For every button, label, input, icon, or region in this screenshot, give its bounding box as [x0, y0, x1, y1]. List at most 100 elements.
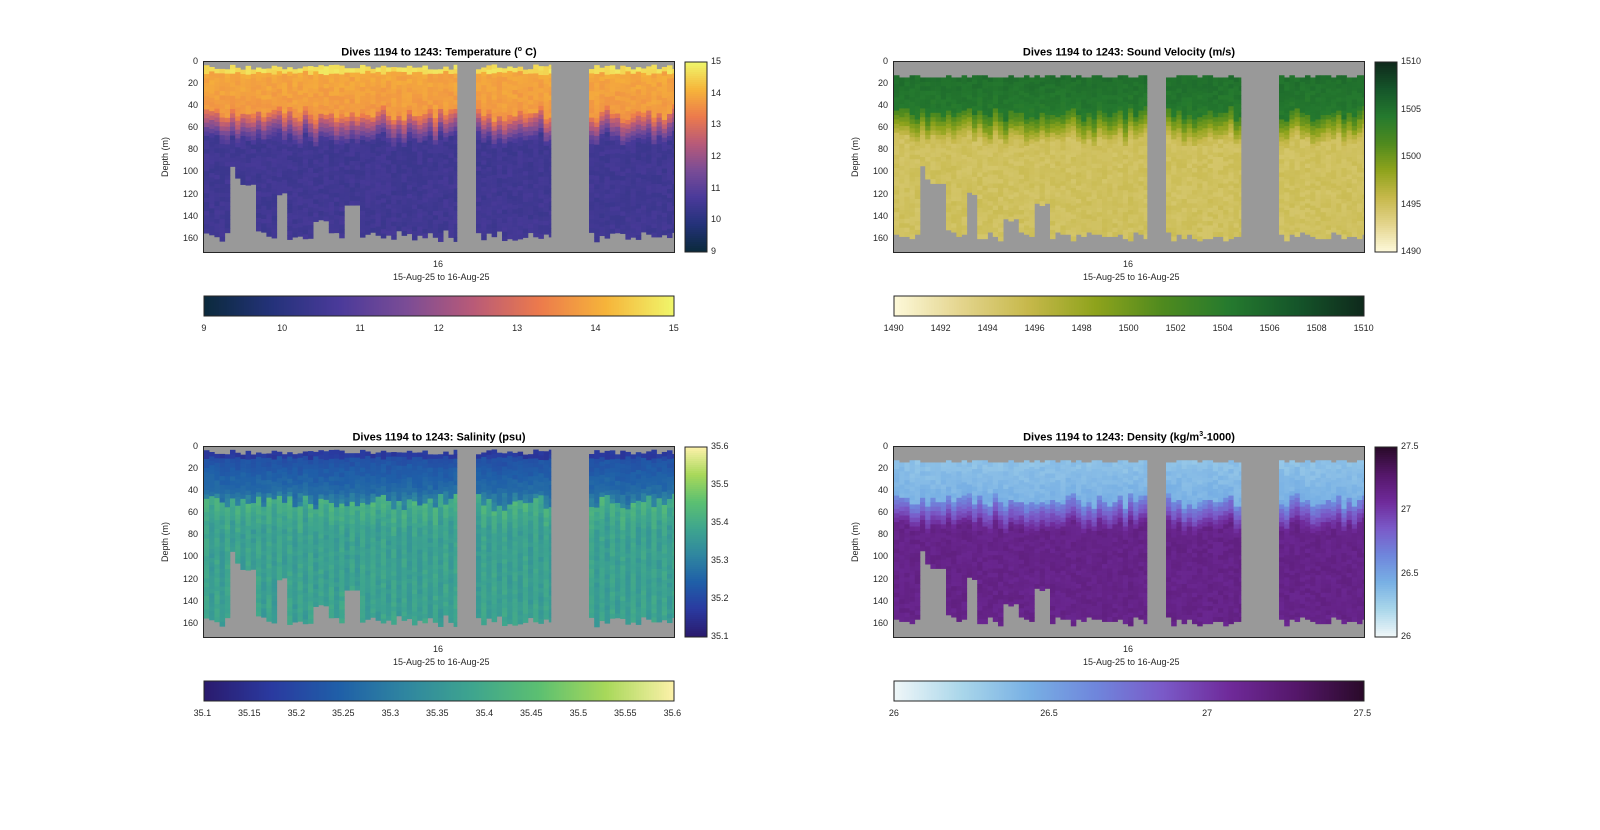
heatmap-cell: [1044, 150, 1051, 156]
heatmap-cell: [354, 90, 361, 96]
heatmap-cell: [491, 139, 498, 145]
heatmap-cell: [538, 216, 544, 222]
heatmap-cell: [261, 223, 267, 229]
colorbar-swatch: [356, 296, 360, 316]
heatmap-cell: [240, 105, 246, 110]
heatmap-cell: [512, 187, 518, 193]
heatmap-cell: [308, 123, 314, 129]
heatmap-cell: [406, 202, 413, 208]
colorbar-swatch: [409, 296, 412, 316]
heatmap-cell: [1024, 123, 1030, 129]
y-tick-label: 60: [187, 122, 198, 133]
heatmap-cell: [615, 166, 621, 172]
heatmap-cell: [1143, 88, 1148, 94]
heatmap-cell: [909, 137, 916, 142]
heatmap-cell: [615, 100, 621, 106]
heatmap-cell: [956, 134, 962, 140]
heatmap-cell: [230, 69, 236, 75]
heatmap-cell: [1076, 168, 1082, 173]
heatmap-cell: [1086, 205, 1092, 211]
heatmap-cell: [1112, 95, 1118, 100]
heatmap-cell: [528, 219, 534, 225]
heatmap-cell: [214, 183, 220, 189]
heatmap-cell: [302, 185, 309, 191]
heatmap-cell: [481, 85, 487, 90]
heatmap-cell: [297, 72, 304, 78]
heatmap-cell: [894, 97, 900, 103]
colorbar-swatch: [621, 296, 625, 316]
heatmap-cell: [266, 227, 272, 233]
heatmap-cell: [620, 83, 626, 89]
heatmap-cell: [533, 64, 539, 70]
heatmap-cell: [334, 78, 340, 83]
heatmap-cell: [360, 197, 366, 203]
heatmap-cell: [240, 158, 246, 163]
heatmap-cell: [512, 89, 518, 95]
heatmap-cell: [925, 86, 931, 92]
heatmap-cell: [491, 157, 498, 163]
heatmap-cell: [1081, 99, 1087, 105]
heatmap-cell: [930, 108, 936, 114]
heatmap-cell: [1143, 207, 1148, 213]
heatmap-cell: [992, 143, 999, 149]
heatmap-cell: [1065, 119, 1072, 125]
heatmap-cell: [370, 210, 376, 216]
heatmap-cell: [266, 192, 272, 197]
heatmap-cell: [1107, 214, 1113, 220]
heatmap-cell: [1003, 130, 1009, 136]
heatmap-cell: [224, 210, 231, 216]
heatmap-cell: [1034, 168, 1040, 173]
heatmap-cell: [1112, 210, 1118, 215]
heatmap-cell: [308, 225, 314, 230]
heatmap-cell: [961, 101, 968, 107]
heatmap-cell: [1029, 210, 1035, 215]
heatmap-cell: [360, 166, 366, 172]
heatmap-cell: [1086, 117, 1092, 123]
heatmap-cell: [427, 179, 434, 185]
heatmap-cell: [1070, 214, 1077, 220]
heatmap-cell: [599, 98, 605, 104]
heatmap-cell: [282, 162, 288, 167]
heatmap-cell: [391, 128, 397, 134]
heatmap-cell: [538, 136, 544, 142]
heatmap-cell: [667, 91, 673, 97]
heatmap-cell: [594, 113, 600, 119]
heatmap-cell: [354, 107, 361, 113]
heatmap-cell: [956, 192, 962, 198]
heatmap-cell: [214, 68, 220, 74]
heatmap-cell: [925, 112, 931, 118]
heatmap-cell: [1128, 179, 1134, 184]
heatmap-cell: [422, 96, 428, 102]
heatmap-cell: [406, 96, 413, 102]
heatmap-cell: [956, 201, 962, 207]
heatmap-cell: [1166, 196, 1172, 202]
heatmap-cell: [528, 69, 534, 74]
heatmap-cell: [528, 139, 534, 145]
heatmap-cell: [599, 67, 605, 73]
heatmap-cell: [453, 69, 458, 75]
heatmap-cell: [998, 161, 1004, 167]
heatmap-cell: [476, 139, 482, 145]
heatmap-cell: [672, 135, 675, 141]
heatmap-cell: [481, 235, 487, 241]
heatmap-cell: [1128, 108, 1134, 114]
heatmap-cell: [401, 76, 408, 82]
heatmap-cell: [412, 173, 418, 179]
heatmap-cell: [625, 212, 631, 218]
heatmap-cell: [1039, 187, 1046, 193]
colorbar-swatch: [334, 296, 337, 316]
heatmap-cell: [375, 200, 382, 205]
heatmap-cell: [1008, 92, 1014, 98]
colorbar-swatch: [451, 296, 455, 316]
heatmap-cell: [328, 175, 335, 181]
colorbar-swatch: [379, 296, 382, 316]
heatmap-cell: [920, 143, 926, 149]
heatmap-cell: [656, 223, 663, 229]
heatmap-cell: [292, 126, 298, 132]
heatmap-cell: [641, 125, 647, 131]
heatmap-cell: [235, 81, 241, 86]
heatmap-cell: [543, 136, 550, 142]
heatmap-cell: [909, 79, 916, 85]
heatmap-cell: [1133, 214, 1139, 220]
heatmap-cell: [245, 176, 252, 182]
